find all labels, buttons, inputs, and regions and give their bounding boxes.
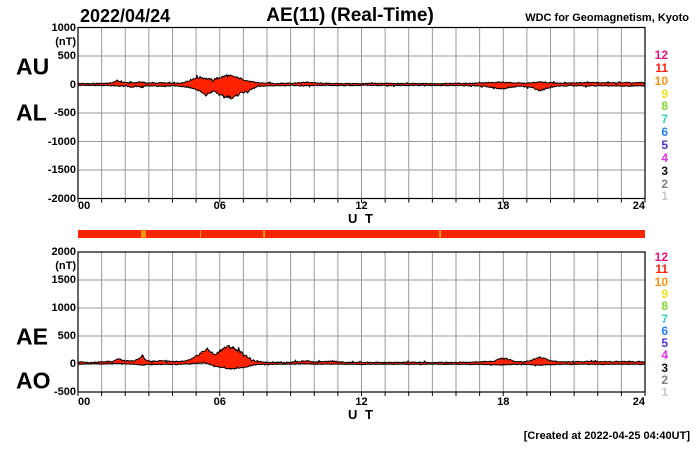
- label-ae: AE: [16, 323, 48, 350]
- plot-date: 2022/04/24: [80, 6, 171, 26]
- ut-axis-label-bottom: U T: [348, 407, 375, 422]
- legend-station-6: 6: [661, 125, 668, 140]
- y-tick-label: 0: [69, 358, 76, 370]
- legend-station-4: 4: [661, 348, 668, 363]
- legend-station-12: 12: [654, 48, 668, 62]
- plot-title: AE(11) (Real-Time): [266, 5, 434, 26]
- y-tick-label: -1500: [47, 164, 76, 176]
- legend-station-10: 10: [654, 73, 668, 88]
- y-tick-label: -500: [53, 386, 76, 398]
- y-tick-label: 500: [57, 50, 76, 62]
- legend-station-11: 11: [655, 60, 668, 75]
- legend-station-2: 2: [661, 176, 668, 191]
- legend-station-5: 5: [661, 137, 668, 152]
- legend-station-2: 2: [661, 373, 668, 387]
- y-tick-label: 0: [69, 78, 76, 91]
- station-count-bar: [78, 230, 645, 238]
- x-tick-label: 18: [497, 396, 510, 408]
- y-tick-label: -500: [53, 107, 76, 119]
- legend-station-3: 3: [661, 360, 668, 375]
- plot-source: WDC for Geomagnetism, Kyoto: [525, 12, 689, 24]
- x-tick-label: 24: [632, 200, 645, 212]
- legend-station-4: 4: [661, 150, 668, 165]
- label-al: AL: [16, 99, 47, 126]
- legend-station-5: 5: [661, 336, 668, 351]
- y-tick-label: 1000: [51, 302, 76, 314]
- y-tick-label: 1000: [51, 21, 76, 34]
- ut-axis-label-top: U T: [348, 211, 375, 226]
- x-tick-label: 00: [78, 396, 91, 408]
- legend-station-3: 3: [661, 163, 668, 178]
- legend-station-9: 9: [661, 86, 668, 101]
- y-tick-label: -1000: [47, 135, 76, 148]
- x-tick-label: 12: [355, 396, 368, 408]
- x-tick-label: 12: [355, 200, 368, 212]
- x-tick-label: 06: [213, 200, 226, 212]
- station-count-gap: [439, 230, 441, 238]
- x-tick-label: 18: [497, 200, 510, 212]
- y-tick-label: 2000: [51, 246, 76, 258]
- legend-station-1: 1: [661, 189, 668, 204]
- y-tick-label: 500: [57, 330, 76, 342]
- legend-station-7: 7: [661, 311, 668, 326]
- legend-station-6: 6: [661, 323, 668, 338]
- legend-station-8: 8: [661, 99, 668, 114]
- legend-station-8: 8: [661, 299, 668, 314]
- x-tick-label: 00: [78, 200, 91, 212]
- legend-station-11: 11: [655, 262, 668, 277]
- legend-station-1: 1: [661, 385, 668, 400]
- label-ao: AO: [16, 367, 51, 394]
- label-au: AU: [16, 53, 50, 80]
- legend-station-9: 9: [661, 286, 668, 301]
- y-tick-label: 1500: [51, 274, 76, 286]
- station-count-gap: [262, 230, 265, 238]
- y-axis-unit: (nT): [55, 35, 76, 48]
- y-axis-unit: (nT): [55, 260, 76, 272]
- legend-station-10: 10: [654, 274, 668, 289]
- legend-station-12: 12: [654, 250, 668, 264]
- legend-station-7: 7: [661, 112, 668, 127]
- station-count-gap: [141, 230, 146, 238]
- created-timestamp: [Created at 2022-04-25 04:40UT]: [523, 430, 690, 442]
- x-tick-label: 24: [632, 396, 645, 408]
- x-tick-label: 06: [213, 396, 226, 408]
- y-tick-label: -2000: [47, 192, 76, 205]
- station-count-gap: [199, 230, 202, 238]
